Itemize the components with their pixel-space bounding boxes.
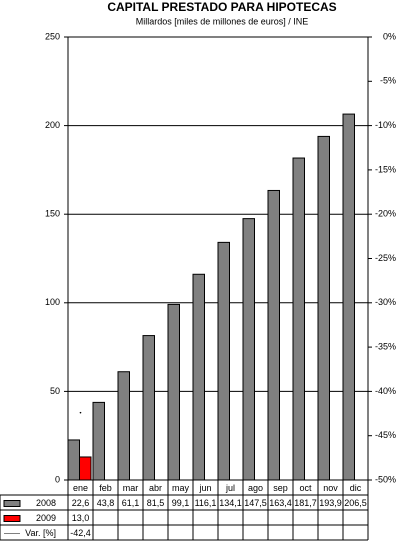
data-label: 147,5: [244, 498, 267, 508]
y-tick-label: 200: [45, 120, 60, 130]
data-label: 163,4: [269, 498, 292, 508]
legend-label: 2008: [36, 498, 56, 508]
bar: [167, 303, 180, 481]
legend-swatch: [3, 500, 21, 507]
y2-tick-label: -20%: [375, 209, 396, 219]
x-tick-label: ago: [248, 483, 263, 493]
x-tick-label: oct: [299, 483, 312, 493]
chart-title: CAPITAL PRESTADO PARA HIPOTECAS: [107, 0, 336, 14]
line-point: [79, 411, 82, 414]
x-tick-label: mar: [123, 483, 139, 493]
y-tick-label: 100: [45, 297, 60, 307]
y2-tick-label: 0%: [383, 31, 396, 41]
data-label: 13,0: [72, 513, 90, 523]
chart-subtitle: Millardos [miles de millones de euros] /…: [136, 16, 309, 26]
x-tick-label: jun: [198, 483, 211, 493]
data-label: 81,5: [147, 498, 165, 508]
data-label: 116,1: [195, 498, 217, 508]
y-tick-label: 150: [45, 209, 60, 219]
x-tick-label: jul: [225, 483, 235, 493]
data-label: 181,7: [294, 498, 317, 508]
bar: [67, 439, 80, 481]
bar: [79, 456, 92, 481]
legend-label: Var. [%]: [25, 528, 56, 538]
data-label: 43,8: [97, 498, 115, 508]
data-label: 206,5: [344, 498, 367, 508]
y-tick-label: 0: [55, 474, 60, 484]
data-label: 99,1: [172, 498, 190, 508]
y2-tick-label: -50%: [375, 474, 396, 484]
x-tick-label: ene: [73, 483, 88, 493]
bar: [267, 189, 280, 481]
y2-tick-label: -5%: [380, 76, 396, 86]
y-tick-label: 250: [45, 31, 60, 41]
x-tick-label: may: [172, 483, 190, 493]
bar: [292, 157, 305, 481]
bar: [142, 335, 155, 481]
y2-tick-label: -35%: [375, 341, 396, 351]
bar: [342, 113, 355, 481]
bar: [192, 273, 205, 481]
bar: [242, 218, 255, 481]
data-label: 61,1: [122, 498, 140, 508]
y2-tick-label: -30%: [375, 297, 396, 307]
data-label: -42,4: [70, 528, 91, 538]
y-tick-label: 50: [50, 386, 60, 396]
y2-tick-label: -10%: [375, 120, 396, 130]
data-label: 22,6: [72, 498, 90, 508]
x-tick-label: abr: [149, 483, 162, 493]
y2-tick-label: -45%: [375, 430, 396, 440]
bar: [117, 371, 130, 481]
bar: [317, 135, 330, 481]
x-tick-label: dic: [350, 483, 362, 493]
bar: [92, 401, 105, 481]
bar: [217, 241, 230, 481]
y2-tick-label: -25%: [375, 253, 396, 263]
x-tick-label: nov: [323, 483, 338, 493]
x-tick-label: feb: [99, 483, 112, 493]
y2-tick-label: -15%: [375, 164, 396, 174]
x-tick-label: sep: [273, 483, 288, 493]
legend-swatch: [3, 515, 21, 522]
data-label: 134,1: [219, 498, 242, 508]
legend-label: 2009: [36, 513, 56, 523]
data-label: 193,9: [319, 498, 342, 508]
y2-tick-label: -40%: [375, 386, 396, 396]
